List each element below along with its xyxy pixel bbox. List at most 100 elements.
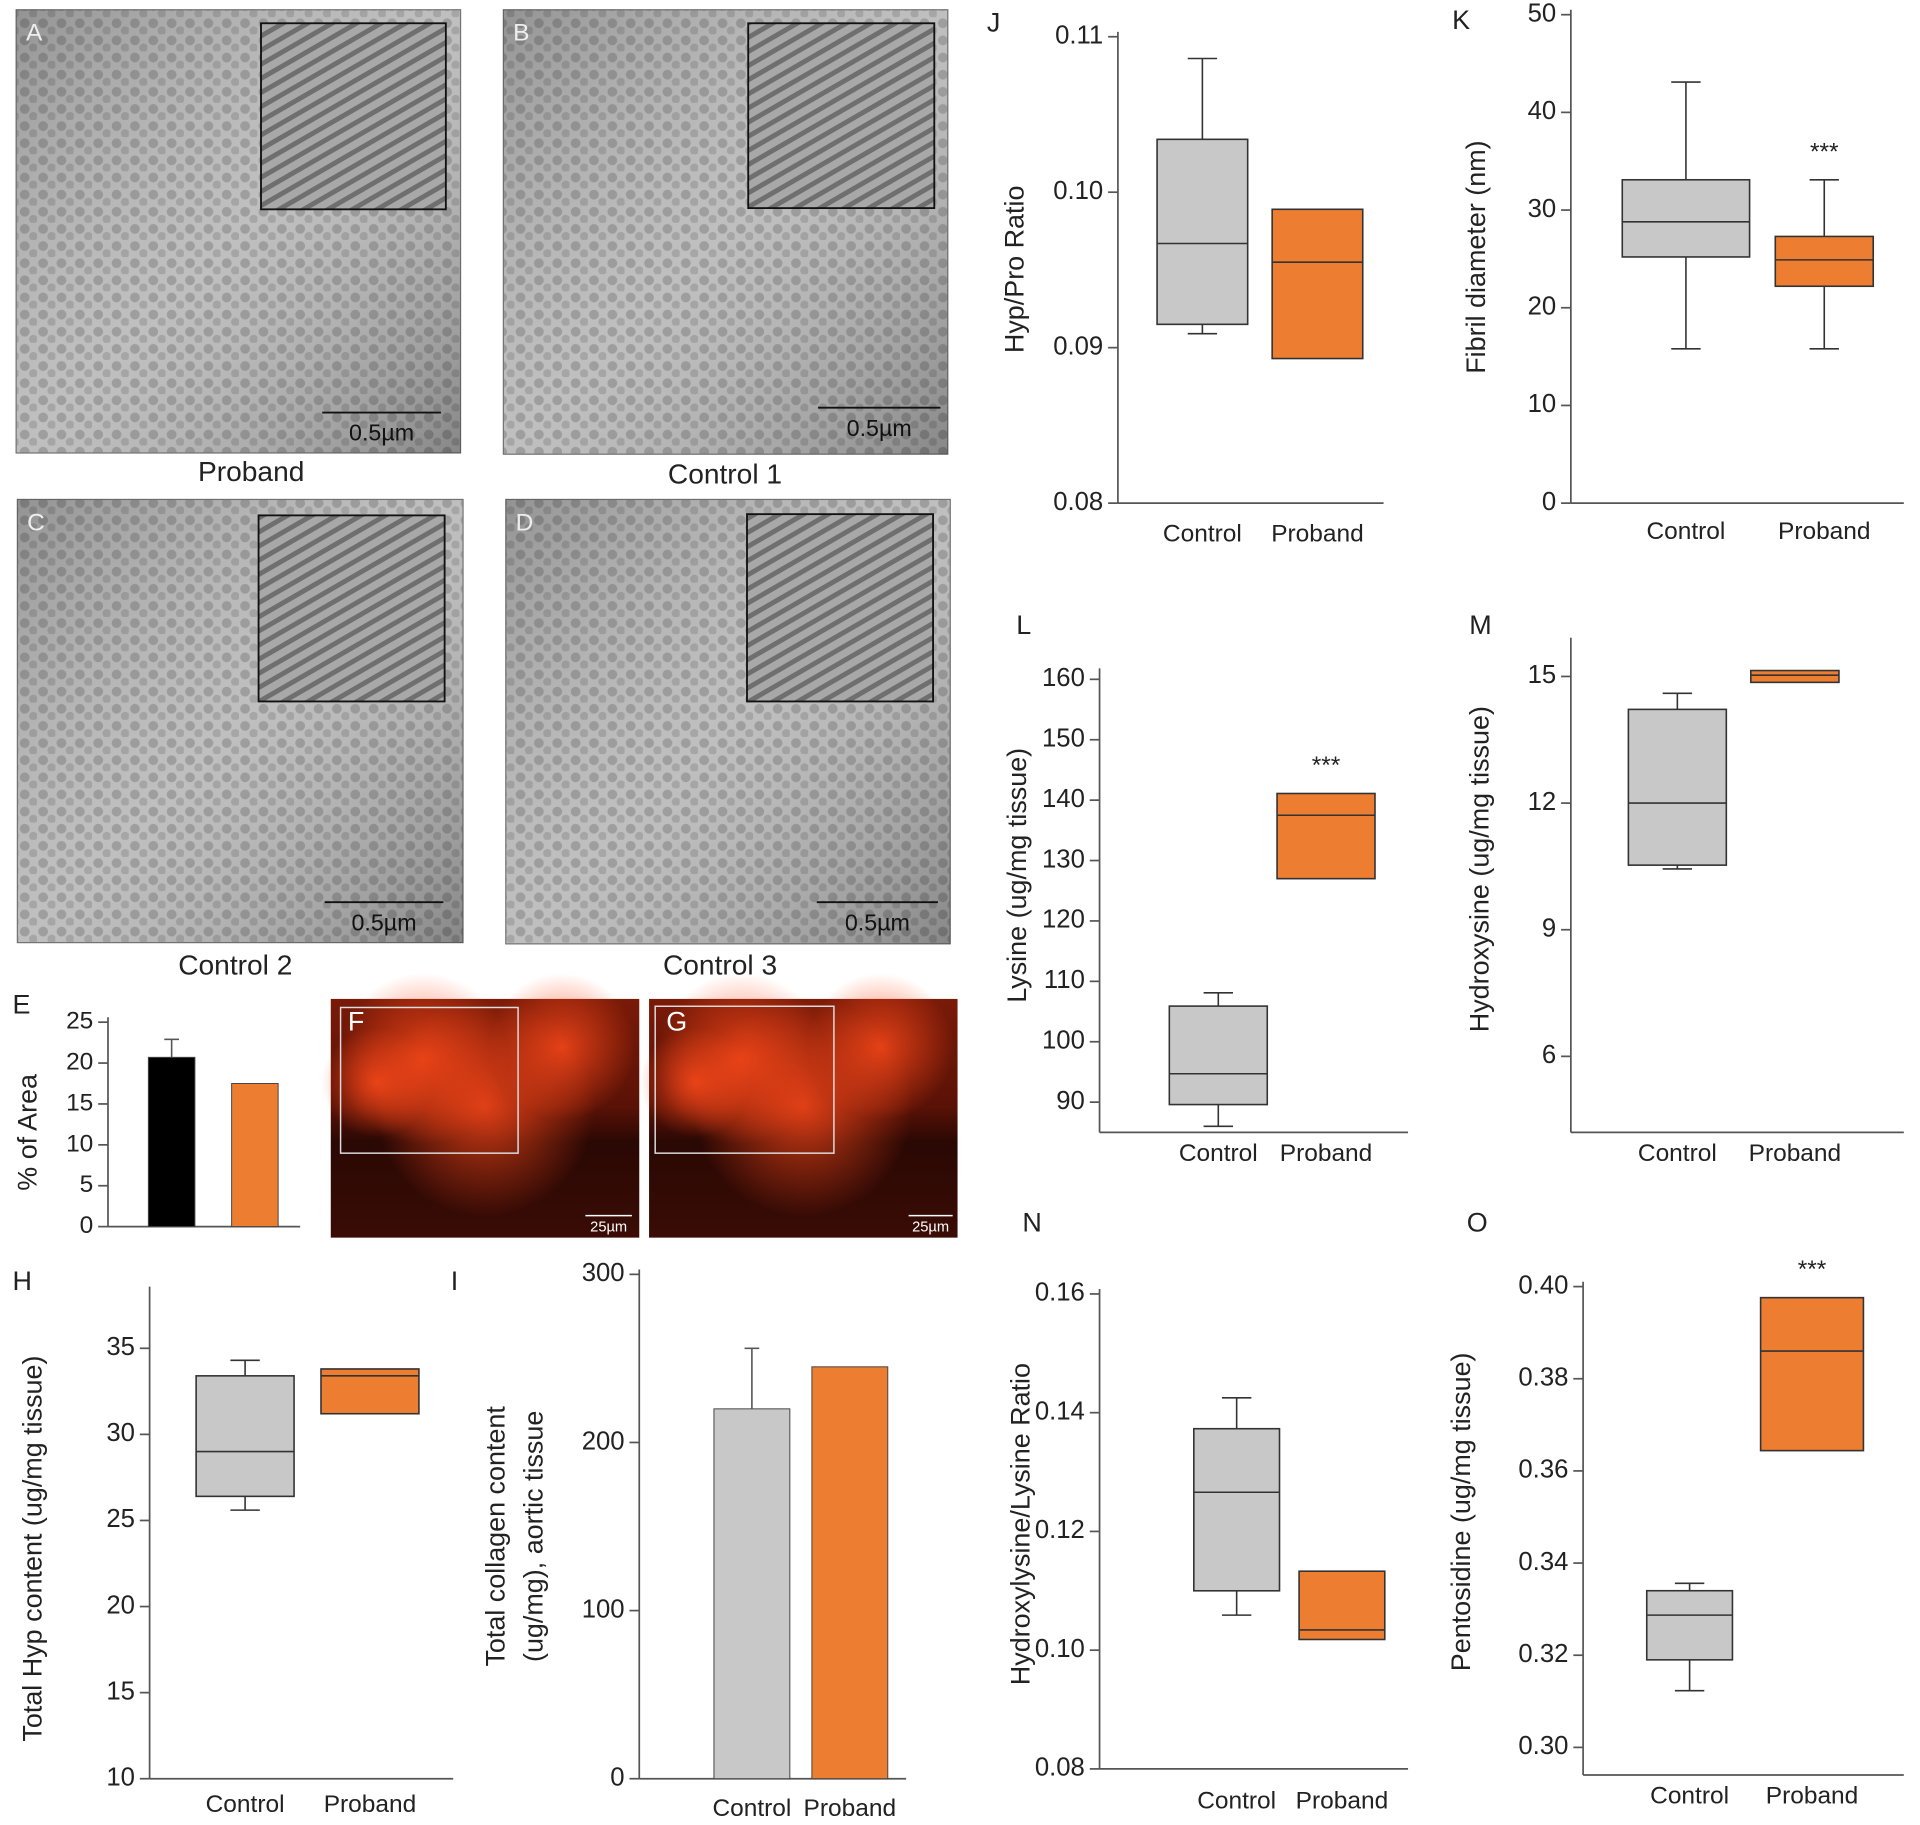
y-tick-label: 0.40 <box>1518 1271 1568 1299</box>
x-tick-label: Proband <box>324 1791 417 1818</box>
y-tick-label: 0.36 <box>1518 1456 1568 1484</box>
inset <box>747 22 936 210</box>
x-tick-label: Control <box>1650 1783 1729 1810</box>
fluorescence-signal <box>374 996 596 1217</box>
scale-bar-label: 25µm <box>912 1220 949 1236</box>
box <box>1750 669 1840 684</box>
y-tick-label: 0.32 <box>1518 1640 1568 1668</box>
y-tick-label: 40 <box>1528 97 1557 125</box>
inset <box>654 1005 835 1154</box>
panel-letter: C <box>27 509 45 536</box>
inset <box>339 1006 519 1154</box>
panel-letter: F <box>348 1007 364 1037</box>
y-axis-label: % of Area <box>13 1074 43 1191</box>
bar <box>713 1408 791 1780</box>
y-tick-label: 10 <box>66 1130 93 1157</box>
box <box>1774 235 1875 288</box>
significance-label: *** <box>1312 752 1341 779</box>
box <box>1645 1589 1734 1661</box>
y-axis-label: Pentosidine (ug/mg tissue) <box>1446 1352 1476 1671</box>
y-tick-label: 0.08 <box>1053 488 1103 516</box>
y-tick-label: 20 <box>106 1591 135 1619</box>
y-tick-label: 15 <box>66 1089 93 1116</box>
y-tick-label: 50 <box>1528 0 1557 27</box>
box <box>1156 138 1249 326</box>
y-tick-label: 160 <box>1042 664 1085 692</box>
bar <box>147 1056 196 1228</box>
panel-letter: L <box>1016 610 1031 640</box>
y-tick-label: 0.10 <box>1053 177 1103 205</box>
scale-bar-label: 0.5µm <box>847 415 912 441</box>
y-tick-label: 0.08 <box>1035 1754 1085 1782</box>
y-tick-label: 0.12 <box>1035 1516 1085 1544</box>
y-tick-label: 0.16 <box>1035 1279 1085 1307</box>
inset <box>746 513 934 703</box>
y-tick-label: 0.11 <box>1055 22 1103 50</box>
y-tick-label: 10 <box>1528 390 1557 418</box>
panel-letter: N <box>1022 1207 1041 1237</box>
bar <box>811 1366 889 1780</box>
y-axis-label: Hyp/Pro Ratio <box>999 186 1029 354</box>
y-axis-label: Total Hyp content (ug/mg tissue) <box>18 1356 48 1742</box>
y-tick-label: 30 <box>106 1419 135 1447</box>
scale-bar-label: 0.5µm <box>351 909 416 935</box>
y-tick-label: 5 <box>80 1171 94 1198</box>
y-axis-label: Lysine (ug/mg tissue) <box>1002 748 1032 1003</box>
fluorescence-signal <box>693 996 914 1217</box>
y-tick-label: 0.14 <box>1035 1397 1085 1425</box>
y-tick-label: 0.38 <box>1518 1364 1568 1392</box>
panel-letter: K <box>1452 5 1470 35</box>
y-tick-label: 0.09 <box>1053 332 1103 360</box>
box <box>1298 1570 1386 1641</box>
x-tick-label: Proband <box>1766 1783 1859 1810</box>
y-tick-label: 130 <box>1042 845 1085 873</box>
box <box>1627 708 1728 866</box>
y-tick-label: 100 <box>582 1595 625 1623</box>
x-tick-label: Control <box>1646 518 1725 545</box>
y-tick-label: 20 <box>66 1049 93 1076</box>
y-axis-label: Hydroxylysine/Lysine Ratio <box>1006 1363 1036 1685</box>
significance-label: *** <box>1798 1256 1827 1283</box>
y-tick-label: 0.30 <box>1518 1732 1568 1760</box>
y-tick-label: 15 <box>106 1677 135 1705</box>
y-tick-label: 0 <box>1542 488 1556 516</box>
y-tick-label: 0 <box>610 1763 624 1791</box>
y-tick-label: 120 <box>1042 906 1085 934</box>
y-tick-label: 6 <box>1542 1041 1556 1069</box>
box <box>1271 208 1364 360</box>
panel-letter: H <box>12 1266 31 1296</box>
image-caption: Control 2 <box>178 950 292 981</box>
fluorescence-signal <box>321 1027 433 1138</box>
y-tick-label: 90 <box>1056 1087 1085 1115</box>
box <box>1168 1005 1269 1106</box>
box <box>1759 1296 1865 1452</box>
box <box>1193 1427 1281 1592</box>
significance-label: *** <box>1810 138 1839 165</box>
box <box>195 1375 295 1498</box>
scale-bar-label: 0.5µm <box>349 420 414 446</box>
y-tick-label: 100 <box>1042 1027 1085 1055</box>
y-tick-label: 200 <box>582 1427 625 1455</box>
panel-letter: D <box>516 509 534 536</box>
y-tick-label: 15 <box>1528 661 1557 689</box>
panel-letter: M <box>1469 610 1491 640</box>
x-tick-label: Proband <box>804 1795 897 1822</box>
x-tick-label: Control <box>1163 520 1242 547</box>
x-tick-label: Proband <box>1280 1140 1373 1167</box>
panel-letter: J <box>987 8 1000 38</box>
inset <box>257 514 446 703</box>
inset <box>260 22 447 211</box>
panel-letter: B <box>513 20 529 47</box>
y-tick-label: 0.34 <box>1518 1548 1568 1576</box>
y-axis-label: Total collagen content <box>480 1406 510 1667</box>
x-tick-label: Control <box>206 1791 285 1818</box>
x-tick-label: Control <box>1179 1140 1258 1167</box>
bar <box>231 1083 279 1228</box>
y-tick-label: 140 <box>1042 785 1085 813</box>
image-caption: Proband <box>198 456 304 487</box>
y-tick-label: 0 <box>80 1212 94 1239</box>
panel-letter: I <box>451 1266 458 1296</box>
y-axis-label: Hydroxysine (ug/mg tissue) <box>1465 706 1495 1032</box>
y-tick-label: 35 <box>106 1333 135 1361</box>
